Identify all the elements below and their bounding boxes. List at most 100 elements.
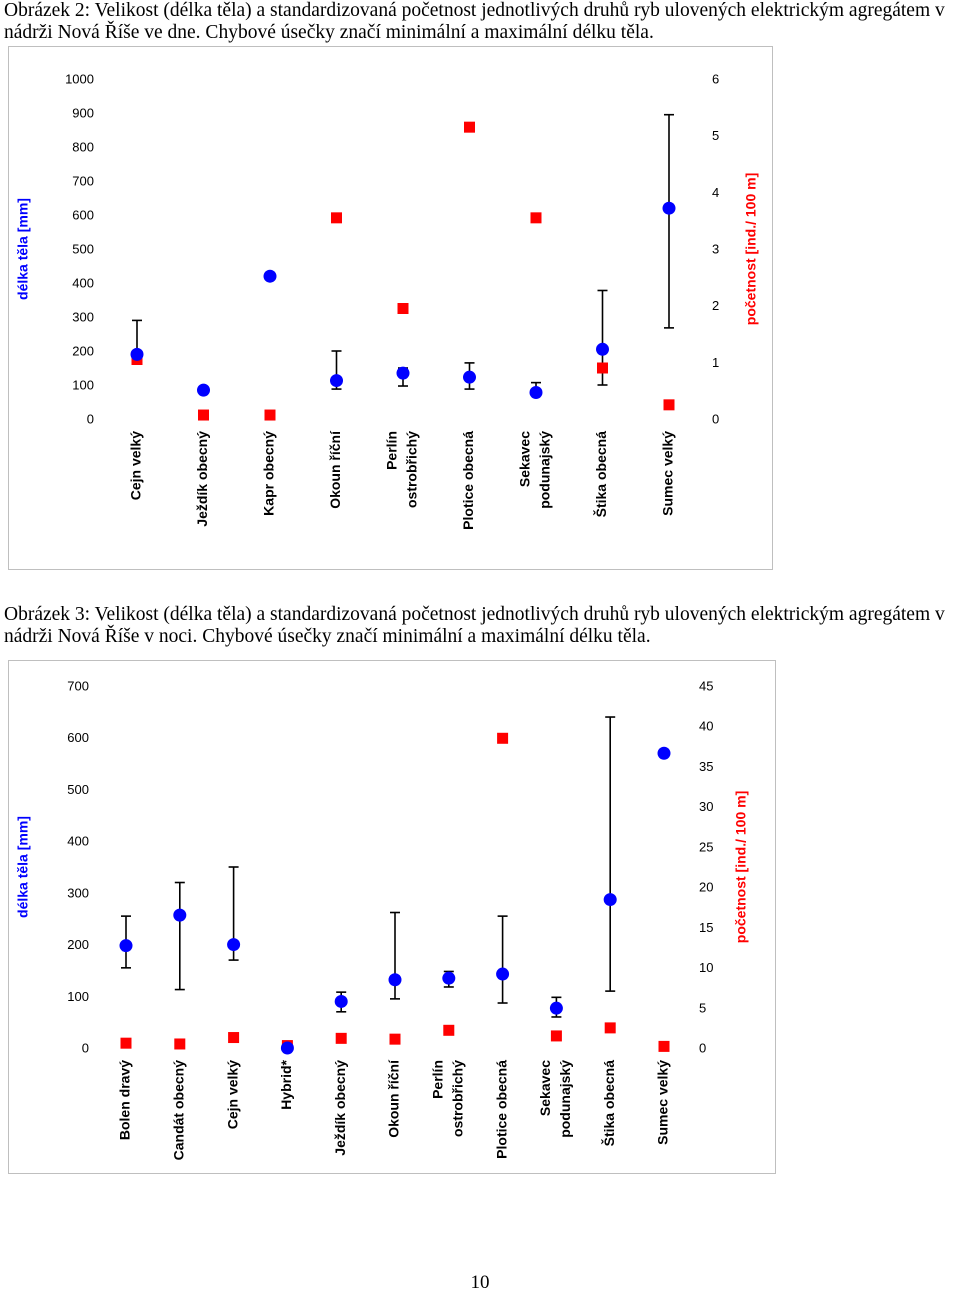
length-marker [173, 908, 187, 922]
category-label: Cejn velký [128, 431, 144, 500]
y-right-tick-label: 45 [699, 679, 713, 694]
y-left-tick-label: 0 [82, 1041, 89, 1056]
y-left-tick-label: 900 [72, 106, 94, 121]
category-label: Štika obecná [592, 431, 609, 518]
y-left-tick-label: 0 [87, 412, 94, 427]
y-left-axis-title: délka těla [mm] [15, 198, 31, 300]
length-marker [334, 994, 348, 1008]
category-label: Cejn velký [224, 1060, 240, 1129]
y-left-tick-label: 200 [67, 937, 89, 952]
chart-3-svg: 0 100 200 300 400 500 600 700 0 5 10 15 20 25 30 35 40 45… [15, 679, 749, 1161]
length-marker [119, 939, 133, 953]
abundance-marker [658, 1040, 670, 1052]
category-label: Ježdík obecný [332, 1060, 348, 1156]
y-left-tick-label: 100 [72, 378, 94, 393]
abundance-marker [604, 1022, 616, 1034]
category-label: Perlín [430, 1060, 446, 1099]
y-left-tick-label: 600 [72, 208, 94, 223]
y-left-tick-label: 300 [67, 885, 89, 900]
category-label: Štika obecná [600, 1060, 617, 1147]
abundance-marker [550, 1030, 562, 1042]
y-right-tick-label: 15 [699, 920, 713, 935]
abundance-marker [663, 399, 675, 411]
category-label: Kapr obecný [261, 431, 277, 516]
length-marker [463, 370, 476, 384]
length-marker [549, 1001, 563, 1015]
category-label: podunajský [537, 431, 553, 509]
category-label: Perlín [384, 431, 400, 470]
figure-2-caption: Obrázek 2: Velikost (délka těla) a stand… [4, 0, 945, 43]
abundance-marker [530, 212, 542, 224]
length-marker [662, 201, 676, 215]
category-label: ostrobřichý [450, 1060, 466, 1137]
y-left-tick-label: 100 [67, 989, 89, 1004]
length-marker [197, 383, 210, 397]
abundance-marker [443, 1024, 455, 1036]
category-label: Sekavec [537, 1060, 553, 1116]
y-right-tick-label: 25 [699, 839, 713, 854]
y-right-tick-label: 5 [699, 1000, 706, 1015]
y-right-tick-label: 6 [712, 72, 719, 87]
y-right-tick-label: 20 [699, 880, 713, 895]
y-right-axis-title: početnost [ind./ 100 m] [743, 173, 759, 325]
length-marker [496, 967, 510, 981]
y-right-tick-label: 10 [699, 960, 713, 975]
y-right-tick-label: 5 [712, 128, 719, 143]
abundance-marker [120, 1037, 132, 1049]
y-left-tick-label: 400 [72, 276, 94, 291]
category-label: Sumec velký [655, 1060, 671, 1145]
y-right-tick-label: 0 [699, 1041, 706, 1056]
length-marker [130, 347, 144, 361]
category-label: Hybrid* [278, 1059, 294, 1109]
y-left-tick-label: 700 [72, 174, 94, 189]
abundance-marker [597, 362, 608, 374]
category-label: Okoun říční [386, 1059, 402, 1138]
length-marker [442, 971, 456, 985]
category-label: Sumec velký [660, 431, 676, 516]
y-left-tick-label: 500 [72, 242, 94, 257]
abundance-marker [331, 212, 342, 224]
length-marker [330, 374, 343, 388]
length-marker [603, 893, 617, 907]
page-number: 10 [470, 1272, 490, 1293]
abundance-marker [397, 303, 409, 314]
y-right-tick-label: 35 [699, 759, 713, 774]
y-left-tick-label: 400 [67, 834, 89, 849]
y-right-tick-label: 2 [712, 298, 719, 313]
y-left-tick-label: 800 [72, 140, 94, 155]
abundance-marker [335, 1032, 347, 1044]
length-marker [396, 366, 410, 380]
length-marker [596, 342, 609, 356]
abundance-marker [389, 1033, 401, 1045]
category-label: Plotice obecná [460, 431, 476, 530]
abundance-marker [198, 409, 209, 421]
y-left-tick-label: 700 [67, 679, 89, 694]
y-right-axis-title: početnost [ind./ 100 m] [733, 791, 749, 943]
y-right-tick-label: 4 [712, 185, 719, 200]
length-marker [227, 938, 241, 952]
y-left-tick-label: 200 [72, 344, 94, 359]
chart-figure-2: 0 100 200 300 400 500 600 700 800 900 1000 0 1 2 3 4 5 6 d… [8, 46, 773, 570]
category-label: Ježdík obecný [194, 431, 210, 527]
y-right-tick-label: 0 [712, 412, 719, 427]
length-marker [280, 1041, 294, 1055]
y-right-tick-label: 1 [712, 355, 719, 370]
abundance-marker [497, 732, 509, 744]
length-marker [657, 746, 671, 760]
category-label: Okoun říční [327, 430, 343, 509]
category-label: Candát obecný [171, 1060, 187, 1161]
y-right-tick-label: 40 [699, 719, 713, 734]
length-marker [529, 385, 543, 399]
length-marker [388, 973, 402, 987]
category-label: Plotice obecná [493, 1060, 509, 1159]
y-right-tick-label: 30 [699, 799, 713, 814]
length-marker [263, 269, 277, 283]
y-left-axis-title: délka těla [mm] [15, 816, 31, 918]
category-label: podunajský [557, 1060, 573, 1138]
y-left-tick-label: 1000 [65, 72, 94, 87]
category-label: Sekavec [517, 431, 533, 487]
chart-figure-3: 0 100 200 300 400 500 600 700 0 5 10 15 20 25 30 35 40 45… [8, 660, 776, 1174]
y-left-tick-label: 300 [72, 310, 94, 325]
category-label: Bolen dravý [117, 1060, 133, 1140]
y-left-tick-label: 500 [67, 782, 89, 797]
